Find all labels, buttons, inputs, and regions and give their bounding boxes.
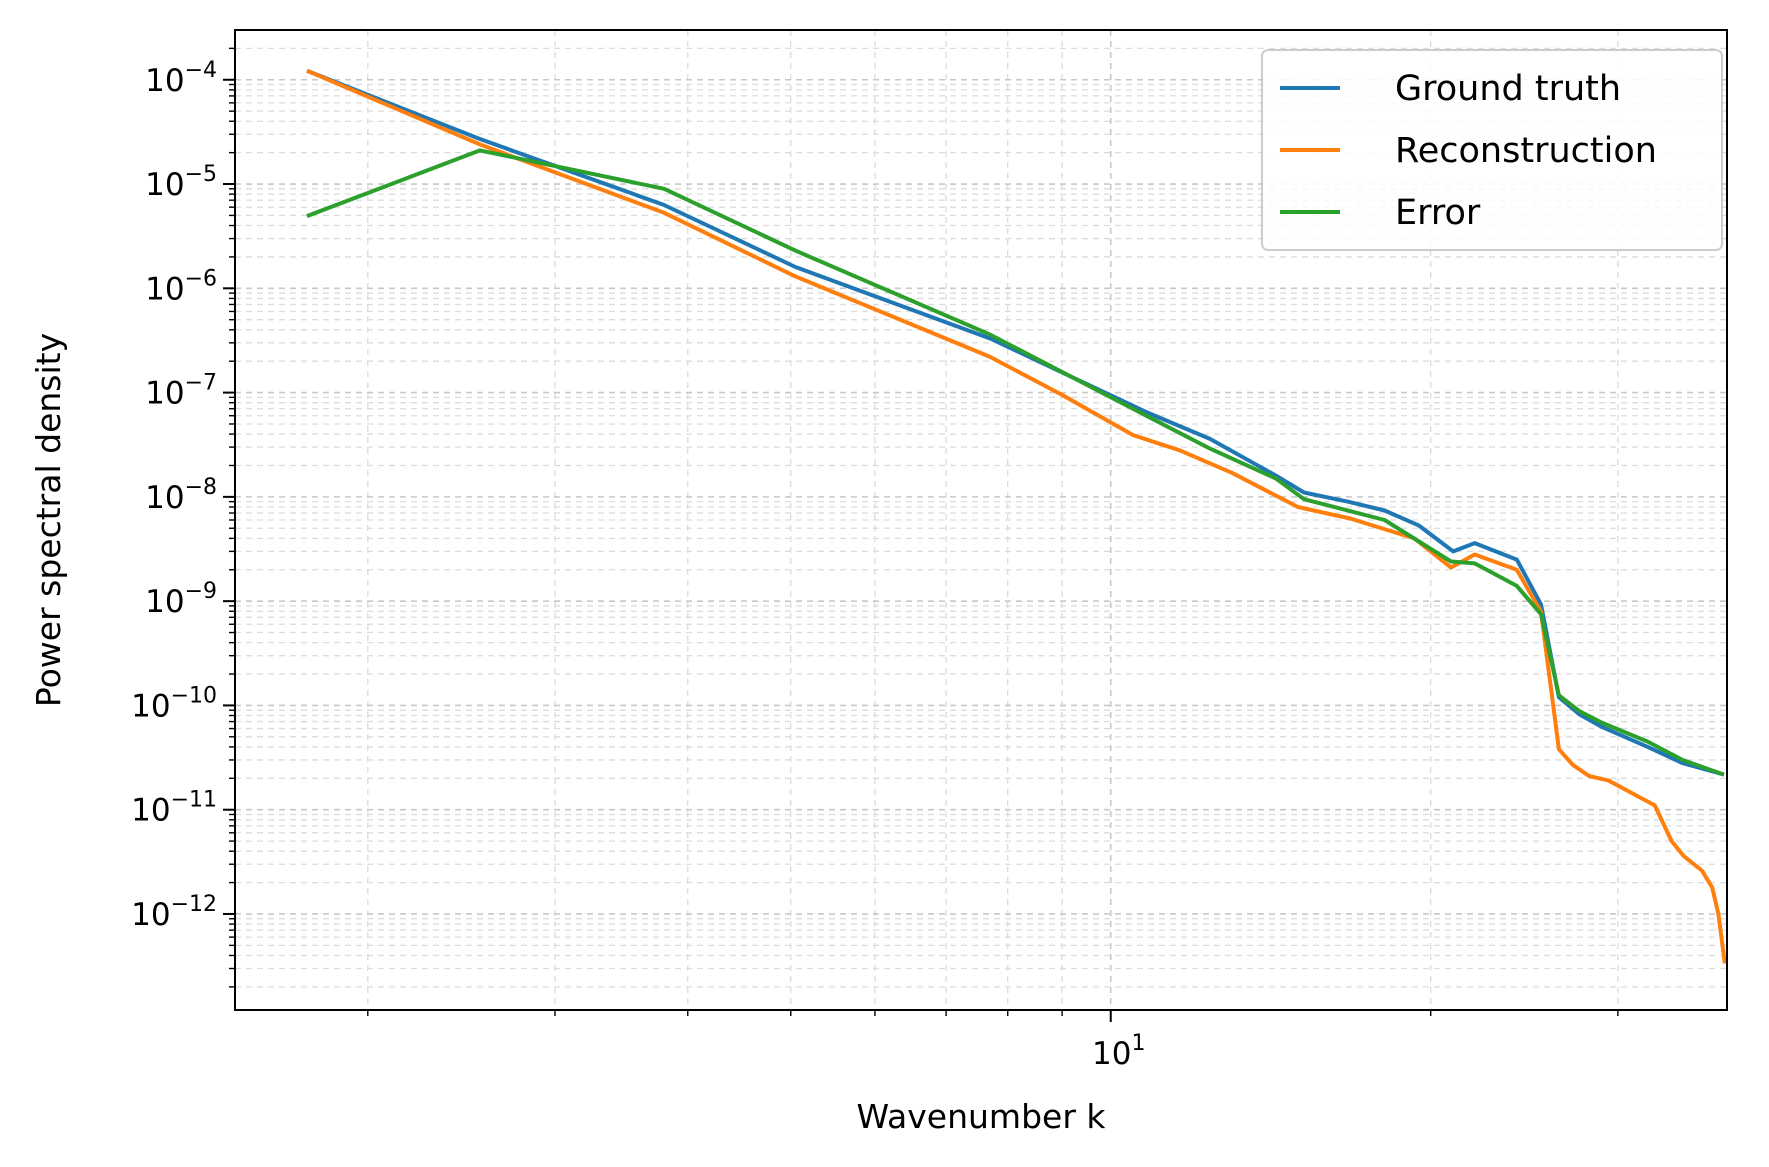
y-axis-label: Power spectral density (29, 333, 68, 707)
y-tick-label: 10−8 (145, 475, 217, 516)
y-tick-label: 10−4 (145, 58, 217, 99)
axis-ticks: 10−4 10−5 10−6 10−7 10−8 10−9 10−10 10−11 10−12 1… (131, 47, 1619, 1072)
series-line-reconstruction (306, 68, 1727, 964)
legend-box (1261, 49, 1723, 251)
y-tick-label: 10−7 (145, 371, 217, 412)
x-tick-label: 101 (1092, 1031, 1145, 1072)
series-lines (306, 68, 1727, 964)
legend-label: Ground truth (1395, 69, 1621, 109)
series-line-error (306, 148, 1725, 777)
y-tick-label: 10−9 (145, 579, 217, 620)
legend-label: Reconstruction (1395, 131, 1657, 171)
y-tick-label: 10−10 (131, 683, 217, 724)
series-line-ground-truth (306, 68, 1725, 777)
y-tick-label: 10−5 (145, 162, 217, 203)
legend: Ground truth Reconstruction Error (1261, 49, 1723, 251)
plot-frame (234, 29, 1728, 1011)
x-axis-label: Wavenumber k (857, 1097, 1107, 1136)
y-tick-label: 10−11 (131, 788, 217, 829)
legend-label: Error (1395, 193, 1481, 233)
y-tick-label: 10−6 (145, 266, 217, 307)
y-tick-label: 10−12 (131, 892, 217, 933)
